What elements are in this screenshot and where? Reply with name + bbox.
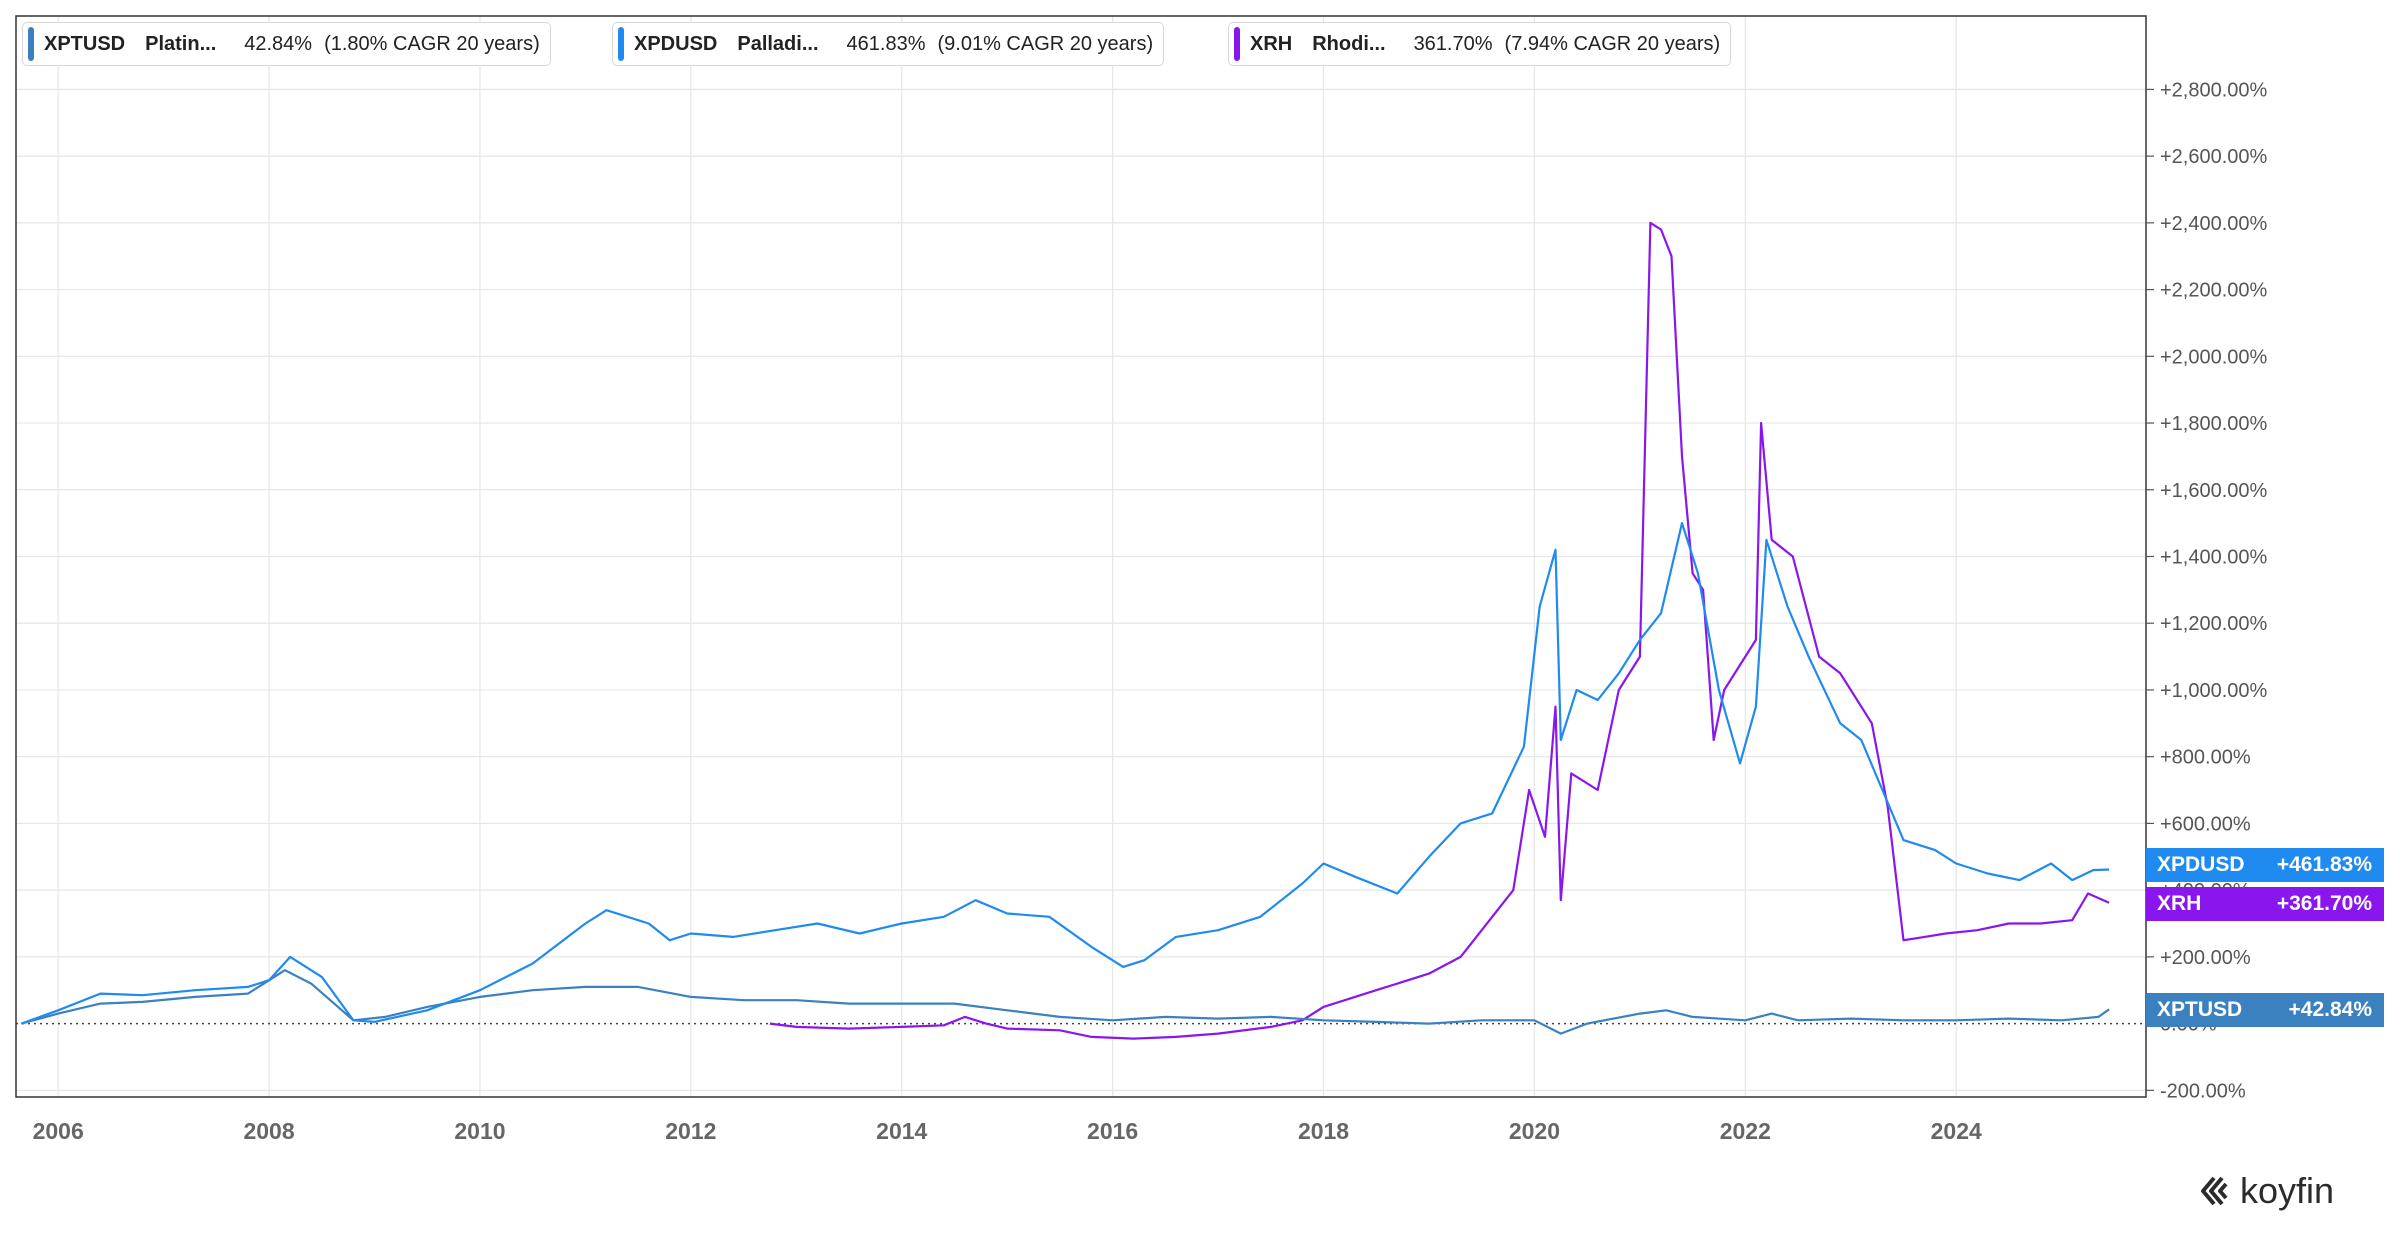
price-tag-ticker: XPTUSD: [2157, 998, 2243, 1021]
grid-lines: [16, 16, 2146, 1097]
x-tick-label: 2012: [665, 1118, 716, 1144]
x-tick-label: 2024: [1931, 1118, 1982, 1144]
price-tag-xrh: XRH +361.70%: [2146, 887, 2384, 921]
legend-item-xrh[interactable]: XRH Rhodi... 361.70% (7.94% CAGR 20 year…: [1228, 22, 1732, 66]
legend-ticker: XPDUSD: [634, 32, 718, 55]
legend-name: Rhodi...: [1312, 32, 1386, 55]
x-tick-label: 2022: [1720, 1118, 1771, 1144]
x-tick-label: 2006: [33, 1118, 84, 1144]
price-tag-xpdusd: XPDUSD +461.83%: [2146, 848, 2384, 882]
legend-cagr: (9.01% CAGR 20 years): [937, 32, 1154, 55]
y-tick-label: +1,200.00%: [2160, 613, 2268, 635]
x-tick-label: 2010: [454, 1118, 505, 1144]
legend-name: Palladi...: [737, 32, 819, 55]
legend-swatch: [618, 27, 624, 61]
y-tick-label: +800.00%: [2160, 747, 2251, 769]
x-tick-label: 2008: [243, 1118, 294, 1144]
y-tick-label: +2,600.00%: [2160, 146, 2268, 168]
y-tick-label: -200.00%: [2160, 1080, 2246, 1102]
y-tick-label: +2,400.00%: [2160, 213, 2268, 235]
y-tick-label: +1,000.00%: [2160, 680, 2268, 702]
legend-ticker: XPTUSD: [44, 32, 126, 55]
series-line-xrh[interactable]: [769, 221, 2110, 1040]
y-tick-label: +1,800.00%: [2160, 413, 2268, 435]
legend-name: Platin...: [145, 32, 217, 55]
legend-total-return: 42.84%: [244, 32, 313, 55]
price-tag-xptusd: XPTUSD +42.84%: [2146, 993, 2384, 1027]
legend-cagr: (1.80% CAGR 20 years): [324, 32, 540, 55]
legend-ticker: XRH: [1250, 32, 1293, 55]
x-tick-label: 2016: [1087, 1118, 1138, 1144]
y-tick-label: +600.00%: [2160, 813, 2251, 835]
price-tag-ticker: XRH: [2157, 892, 2202, 915]
x-tick-label: 2018: [1298, 1118, 1349, 1144]
x-tick-label: 2014: [876, 1118, 927, 1144]
series-lines: [20, 221, 2110, 1040]
legend-item-xptusd[interactable]: XPTUSD Platin... 42.84% (1.80% CAGR 20 y…: [22, 22, 551, 66]
y-tick-label: +1,600.00%: [2160, 480, 2268, 502]
x-axis-labels: 2006 2008 2010 2012 2014 2016 2018 2020 2022 2024: [33, 1118, 1982, 1144]
legend-item-xpdusd[interactable]: XPDUSD Palladi... 461.83% (9.01% CAGR 20…: [612, 22, 1165, 66]
y-tick-label: +2,200.00%: [2160, 280, 2268, 302]
series-line-xptusd[interactable]: [21, 969, 2110, 1035]
series-line-xpdusd[interactable]: [20, 522, 2110, 1025]
y-tick-label: +2,800.00%: [2160, 79, 2268, 101]
price-tag-value: +42.84%: [2288, 998, 2373, 1021]
legend-cagr: (7.94% CAGR 20 years): [1504, 32, 1721, 55]
price-tag-value: +361.70%: [2276, 892, 2372, 915]
y-tick-label: +2,000.00%: [2160, 346, 2268, 368]
price-tag-value: +461.83%: [2276, 853, 2372, 876]
koyfin-mark-icon: [2201, 1176, 2228, 1206]
legend-swatch: [1234, 27, 1240, 61]
koyfin-logo: koyfin: [2200, 1170, 2334, 1212]
price-tag-ticker: XPDUSD: [2157, 853, 2245, 876]
y-tick-label: +1,400.00%: [2160, 547, 2268, 569]
y-tick-label: +200.00%: [2160, 947, 2251, 969]
y-axis-labels: -200.00%0.00%+200.00%+400.00%+600.00%+80…: [2146, 79, 2268, 1102]
x-tick-label: 2020: [1509, 1118, 1560, 1144]
legend-total-return: 361.70%: [1413, 32, 1493, 55]
legend-swatch: [28, 27, 34, 61]
legend-total-return: 461.83%: [846, 32, 926, 55]
koyfin-wordmark: koyfin: [2240, 1170, 2335, 1211]
